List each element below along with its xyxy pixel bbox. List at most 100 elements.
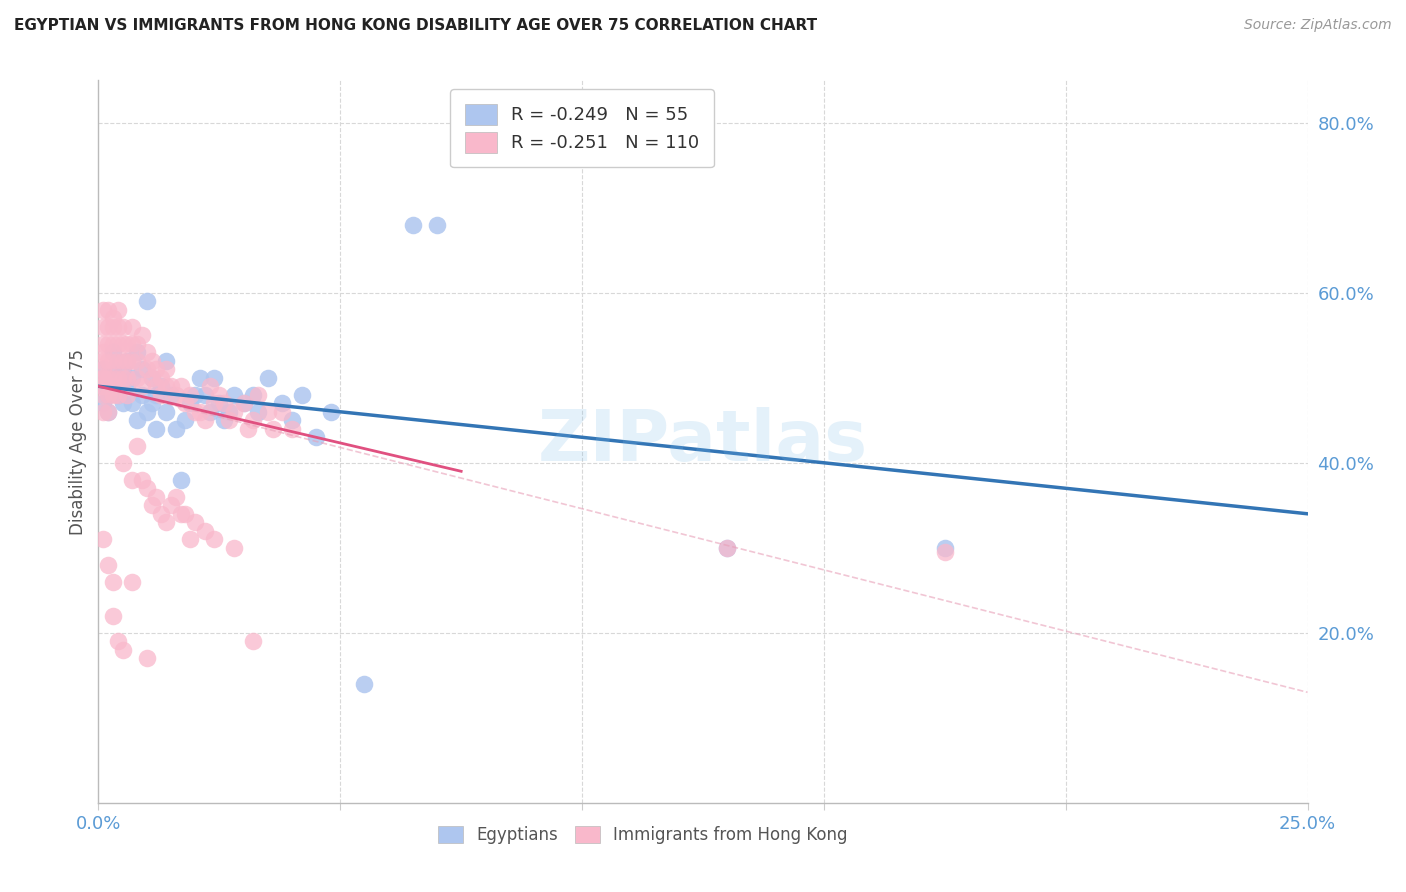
Point [91,379,114,393]
Text: Source: ZipAtlas.com: Source: ZipAtlas.com [1244,18,1392,32]
Point [111,371,134,385]
Point [165,388,187,402]
Point [91,362,114,376]
Point [165,490,187,504]
Point [290,388,312,402]
Point [135,294,157,309]
Point [184,388,207,402]
Point [127,353,149,368]
Point [281,422,304,436]
Point [107,371,129,385]
Point [155,516,177,530]
Point [135,345,157,359]
Point [131,328,153,343]
Point [91,533,114,547]
Point [934,545,956,559]
Point [174,507,197,521]
Point [111,642,134,657]
Point [141,371,163,385]
Point [91,362,114,376]
Point [256,371,278,385]
Point [204,396,226,410]
Point [271,396,294,410]
Point [101,319,124,334]
Point [91,396,114,410]
Point [101,574,124,589]
Point [117,388,139,402]
Point [212,413,235,427]
Point [107,388,129,402]
Point [141,498,163,512]
Point [121,371,143,385]
Point [107,634,129,648]
Point [97,371,120,385]
Point [194,413,217,427]
Point [97,388,120,402]
Point [194,388,217,402]
Point [101,336,124,351]
Point [145,362,167,376]
Point [91,353,114,368]
Point [218,413,240,427]
Point [91,319,114,334]
Point [208,388,231,402]
Point [169,507,191,521]
Point [208,396,231,410]
Point [111,362,134,376]
Point [198,379,221,393]
Point [101,362,124,376]
Point [212,396,235,410]
Point [121,574,143,589]
Point [101,379,124,393]
Y-axis label: Disability Age Over 75: Disability Age Over 75 [69,349,87,534]
Point [91,302,114,317]
Point [204,533,226,547]
Point [127,439,149,453]
Point [150,379,173,393]
Point [101,371,124,385]
Point [184,516,207,530]
Point [131,388,153,402]
Point [135,651,157,665]
Point [111,396,134,410]
Point [281,413,304,427]
Point [121,396,143,410]
Point [101,345,124,359]
Point [107,353,129,368]
Point [107,388,129,402]
Point [242,388,264,402]
Point [155,405,177,419]
Point [127,345,149,359]
Point [91,371,114,385]
Point [131,473,153,487]
Point [184,405,207,419]
Point [91,371,114,385]
Point [198,405,221,419]
Legend: Egyptians, Immigrants from Hong Kong: Egyptians, Immigrants from Hong Kong [429,817,856,852]
Point [141,353,163,368]
Point [91,345,114,359]
Point [426,218,449,232]
Point [97,388,120,402]
Point [934,541,956,555]
Point [179,388,201,402]
Point [131,379,153,393]
Point [188,405,211,419]
Point [145,388,167,402]
Point [150,388,173,402]
Point [716,541,738,555]
Point [242,634,264,648]
Point [232,396,254,410]
Point [247,388,270,402]
Point [101,379,124,393]
Point [117,353,139,368]
Point [117,371,139,385]
Point [174,396,197,410]
Point [101,388,124,402]
Point [97,558,120,572]
Point [97,302,120,317]
Point [97,336,120,351]
Point [107,336,129,351]
Point [117,379,139,393]
Point [127,413,149,427]
